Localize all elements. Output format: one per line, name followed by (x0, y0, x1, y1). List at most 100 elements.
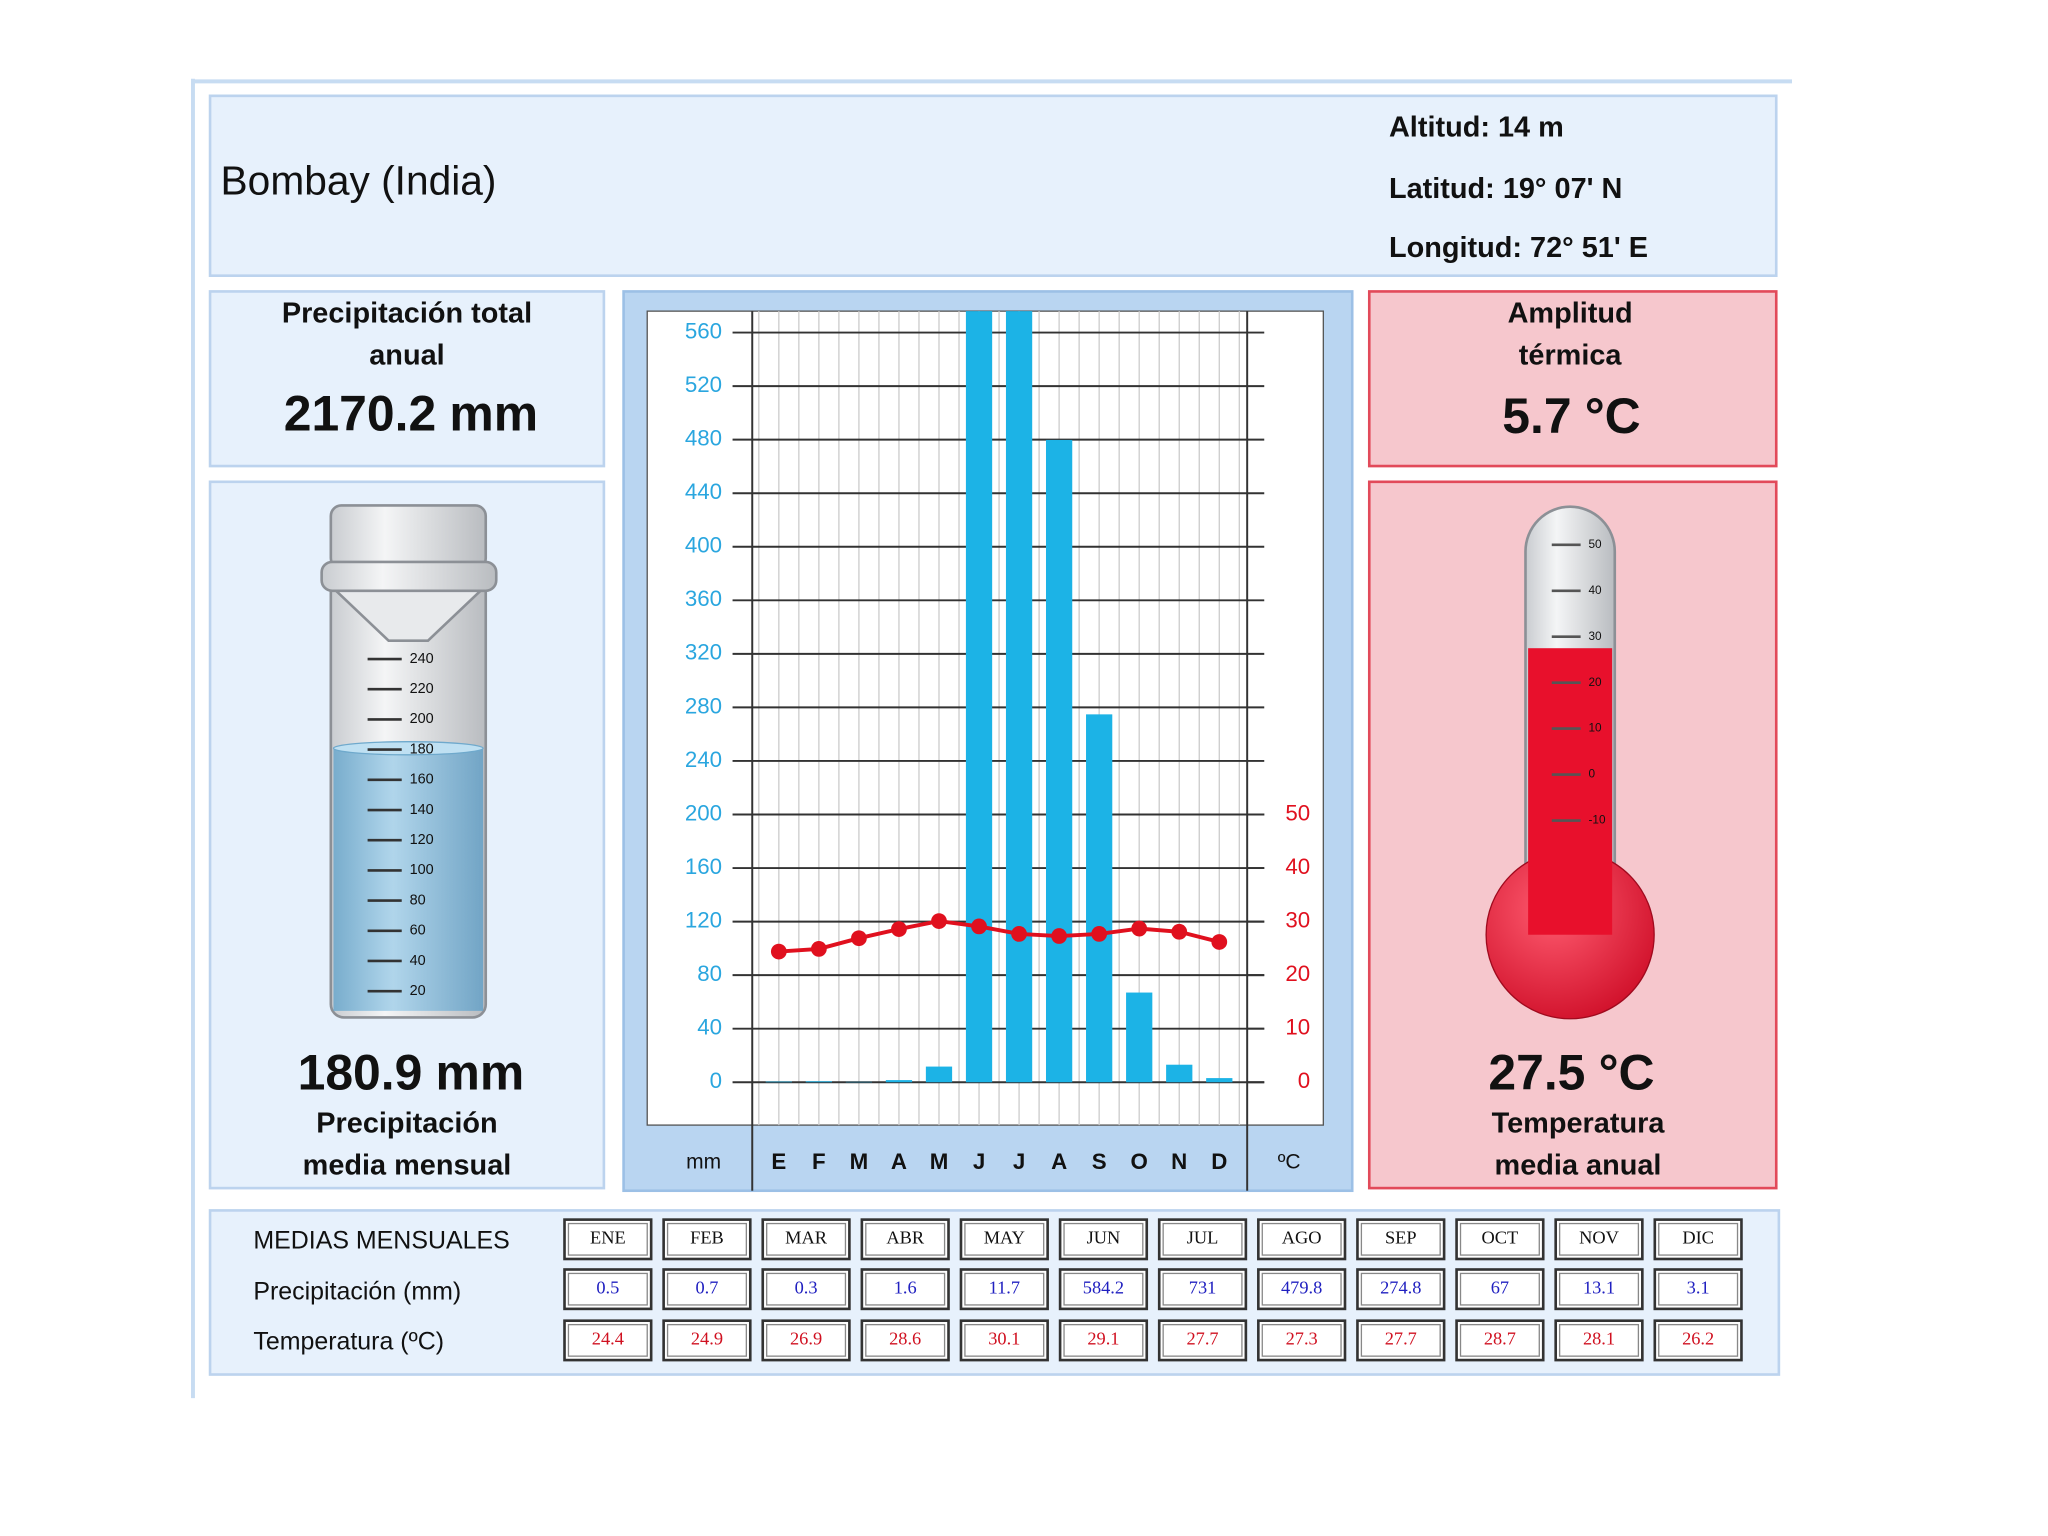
table-cell-inner (1360, 1222, 1441, 1256)
table-value: 28.6 (889, 1329, 921, 1349)
table-cell-inner (1063, 1272, 1144, 1306)
table-cell (761, 1218, 851, 1261)
temperature-point (971, 918, 987, 935)
table-cell (761, 1319, 851, 1362)
table-cell (959, 1319, 1049, 1362)
table-cell-inner (666, 1272, 747, 1306)
table-cell (1058, 1268, 1149, 1311)
table-cell (1356, 1268, 1446, 1311)
bar (925, 1066, 953, 1083)
x-tick-label: A (1051, 1149, 1067, 1174)
y-tick-label: 280 (685, 693, 722, 718)
altitude: Altitud: 14 m (1389, 111, 1564, 143)
gauge-tick-label: 200 (410, 711, 434, 727)
table-cell (1157, 1319, 1248, 1362)
table-cell (563, 1319, 653, 1362)
bar (805, 1081, 832, 1083)
x-tick-label: E (771, 1149, 786, 1174)
table-cell-inner (1162, 1323, 1243, 1357)
x-tick-label: J (973, 1149, 985, 1174)
temperature-point (1131, 920, 1148, 937)
y-tick-label: 200 (685, 800, 722, 825)
table-value: 274.8 (1380, 1277, 1421, 1297)
table-cell (1157, 1268, 1248, 1311)
table-cell-inner (1558, 1272, 1640, 1306)
table-value: JUL (1187, 1228, 1219, 1248)
table-cell (662, 1319, 752, 1362)
table-cell-inner (1558, 1222, 1640, 1256)
table-value: 1.6 (894, 1277, 917, 1297)
gauge-tick-label: 120 (410, 832, 434, 848)
temperature-point (1211, 934, 1228, 950)
table-cell (1356, 1218, 1446, 1261)
x-tick-label: D (1211, 1149, 1227, 1174)
table-cell-inner (1658, 1323, 1739, 1357)
table-cell-inner (1360, 1272, 1441, 1306)
y2-tick-label: 20 (1285, 961, 1310, 986)
temperature-point (1171, 923, 1188, 940)
mean-precip-label: media mensual (303, 1150, 512, 1182)
gauge-tick-label: 180 (410, 741, 434, 757)
amplitude-label: térmica (1519, 340, 1623, 372)
table-cell-inner (666, 1222, 747, 1256)
gauge-tick-label: 20 (410, 983, 426, 999)
mean-temp-value: 27.5 °C (1488, 1045, 1654, 1101)
thermometer-column (1528, 648, 1613, 935)
bar (1045, 439, 1073, 1083)
thermometer-tick-label: 30 (1589, 629, 1603, 643)
table-value: 29.1 (1087, 1329, 1119, 1349)
table-value: 27.3 (1286, 1329, 1318, 1349)
mean-temp-label: Temperatura (1492, 1108, 1666, 1140)
table-value: 731 (1189, 1277, 1217, 1297)
table-value: ABR (886, 1228, 925, 1248)
table-value: AGO (1282, 1228, 1322, 1248)
table-cell-inner (964, 1323, 1045, 1357)
table-value: 30.1 (988, 1329, 1020, 1349)
gauge-funnel (332, 589, 484, 642)
unit: mm (449, 386, 538, 442)
table-cell-inner (1162, 1272, 1243, 1306)
table-value: 11.7 (989, 1277, 1020, 1297)
table-cell (860, 1319, 950, 1362)
gauge-water (333, 748, 484, 1011)
table-cell (1356, 1319, 1446, 1362)
table-cell-inner (766, 1272, 847, 1306)
amplitude-label: Amplitud (1508, 298, 1633, 330)
value: 5.7 (1502, 388, 1571, 444)
gauge-tick-label: 140 (410, 802, 434, 818)
y2-axis-unit: ºC (1278, 1151, 1301, 1174)
table-value: DIC (1682, 1228, 1714, 1248)
rain-gauge: 20 40 60 80 100 120 140 160 180 200 220 240 (320, 504, 498, 1019)
y2-tick-label: 50 (1285, 800, 1310, 825)
temperature-point (891, 921, 907, 937)
plot-clip (765, 311, 1233, 1083)
table-value: MAY (984, 1228, 1025, 1248)
y-tick-label: 400 (685, 533, 722, 558)
table-cell (860, 1268, 950, 1311)
table-cell (1257, 1319, 1347, 1362)
table-cell (1257, 1218, 1347, 1261)
table-cell-inner (1658, 1272, 1739, 1306)
y-tick-label: 520 (685, 372, 722, 397)
mean-precip-label: Precipitación (316, 1108, 497, 1140)
table-cell-inner (567, 1272, 648, 1306)
y-tick-label: 160 (685, 854, 722, 879)
temperature-point (1011, 926, 1027, 942)
longitude: Longitud: 72° 51' E (1389, 232, 1648, 264)
x-tick-label: M (850, 1149, 869, 1174)
table-cell (563, 1218, 653, 1261)
total-precip-box (208, 290, 606, 468)
total-precip-value: 2170.2 mm (284, 386, 538, 442)
y-tick-label: 0 (710, 1068, 722, 1093)
table-cell-inner (964, 1272, 1045, 1306)
y-tick-label: 320 (685, 640, 722, 665)
y-tick-label: 360 (685, 586, 722, 611)
unit: mm (436, 1045, 525, 1101)
gauge-tick-label: 40 (410, 953, 426, 969)
table-cell-inner (1162, 1222, 1243, 1256)
table-value: JUN (1087, 1228, 1121, 1248)
table-cell-inner (1459, 1323, 1540, 1357)
table-value: 0.7 (695, 1277, 718, 1297)
table-value: 479.8 (1281, 1277, 1322, 1297)
